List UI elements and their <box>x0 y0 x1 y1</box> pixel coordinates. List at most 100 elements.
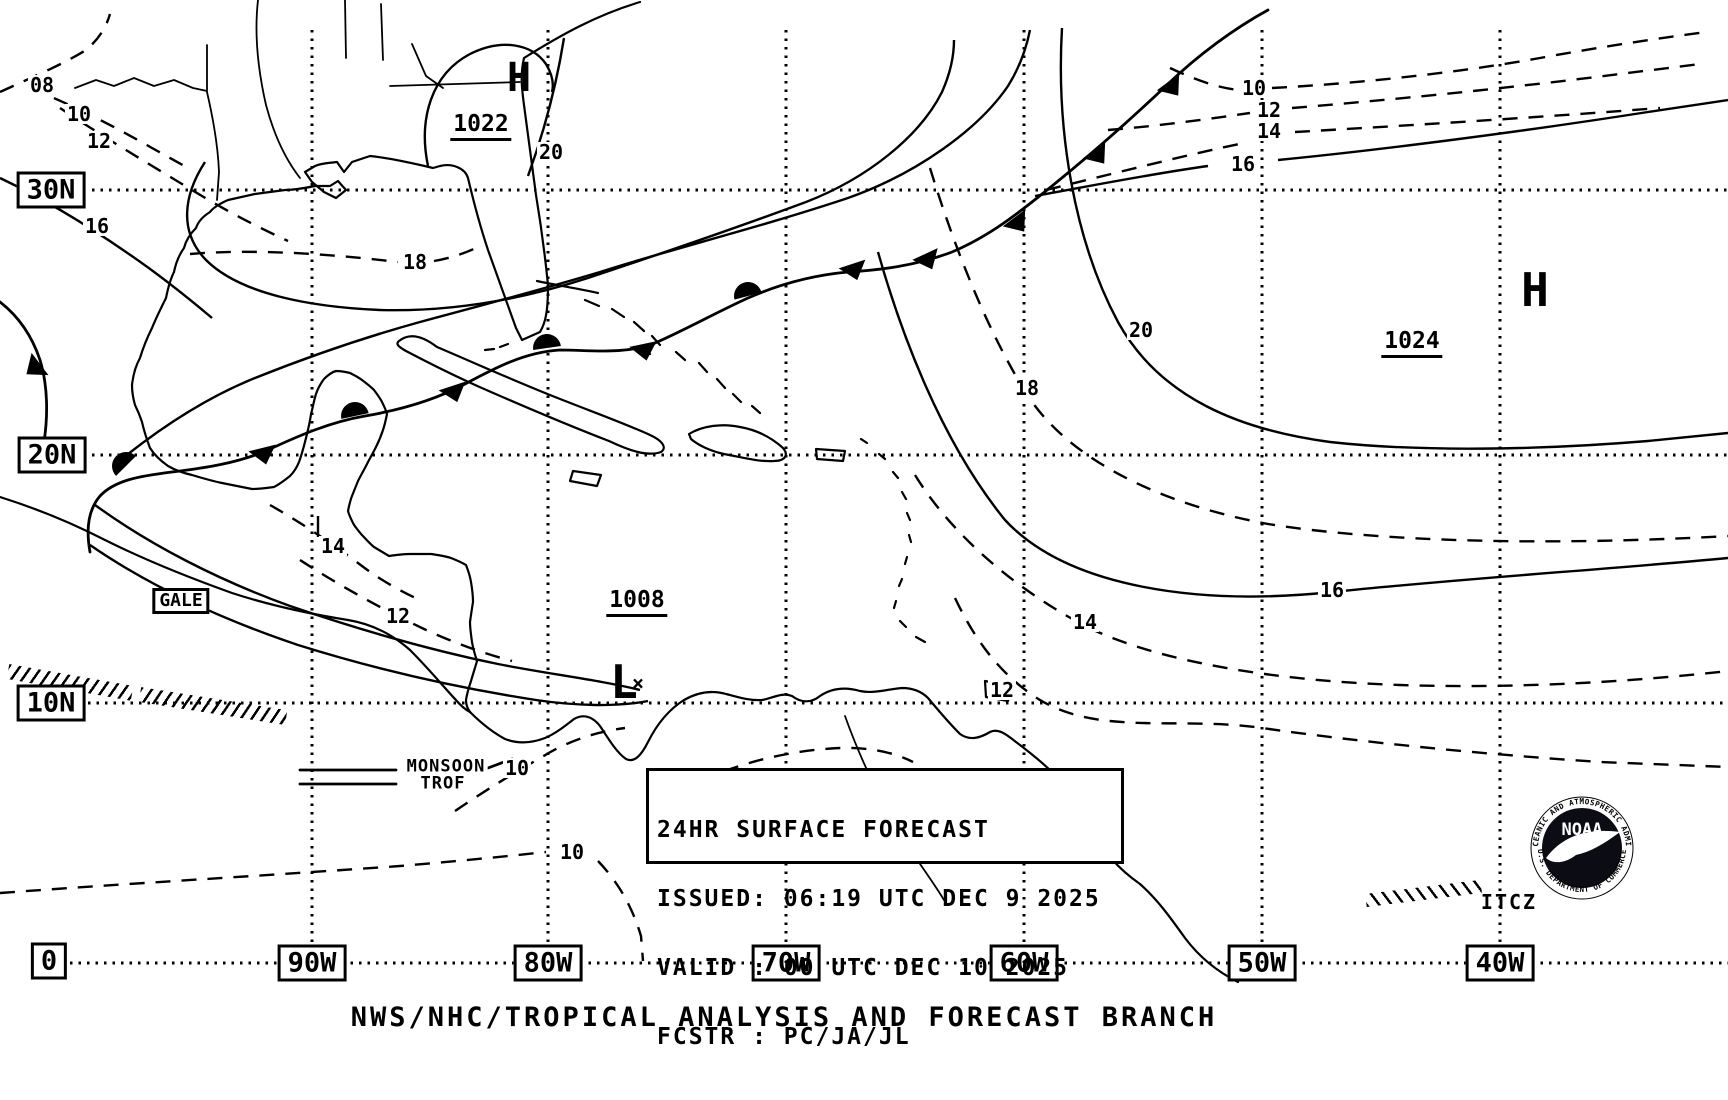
lon-label-70w: 70W <box>751 944 821 982</box>
contour-label-14-yucatan: 14 <box>318 534 348 558</box>
contour-label-12-atlantic: 12 <box>987 678 1017 702</box>
solid-contours <box>0 27 1728 707</box>
contour-label-10-south: 10 <box>557 840 587 864</box>
cold-front-symbol <box>26 352 49 376</box>
lat-label-0: 0 <box>30 942 68 980</box>
cold-front-symbol <box>629 341 657 361</box>
noaa-seagull-icon <box>1546 830 1620 863</box>
lon-label-60w: 60W <box>989 944 1059 982</box>
low-value-caribbean: 1008 <box>606 589 668 617</box>
contour-12-ne <box>1107 62 1701 132</box>
contour-label-20-florida: 20 <box>536 140 566 164</box>
high-symbol-gulf: H <box>506 55 532 101</box>
warm-front-symbol <box>734 282 762 300</box>
contour-12-atlantic <box>953 597 1728 769</box>
contour-label-18-gulf: 18 <box>400 250 430 274</box>
contour-label-12-gale: 12 <box>383 604 413 628</box>
isobar-gulf-north <box>185 39 956 312</box>
warm-front-symbol <box>341 402 369 419</box>
contour-14-yucatan <box>269 503 423 603</box>
cold-front-symbol <box>248 444 276 465</box>
contour-label-12-nw: 12 <box>84 129 114 153</box>
lon-label-40w: 40W <box>1465 944 1535 982</box>
lat-label-20n: 20N <box>17 436 87 474</box>
gale-label: GALE <box>152 588 210 614</box>
lon-label-50w: 50W <box>1227 944 1297 982</box>
forecast-issued: ISSUED: 06:19 UTC DEC 9 2025 <box>657 886 1101 912</box>
forecast-info-box: 24HR SURFACE FORECAST ISSUED: 06:19 UTC … <box>646 768 1124 1049</box>
front-west-edge <box>0 300 49 444</box>
contour-label-16-ne: 16 <box>1228 152 1258 176</box>
islands-florida-keys <box>483 342 510 352</box>
contour-08-nw <box>0 13 112 94</box>
contour-10-south <box>0 850 645 962</box>
contour-16-ne <box>1034 98 1728 198</box>
contour-16-atlantic <box>876 251 1728 598</box>
contour-label-20-atlantic: 20 <box>1126 318 1156 342</box>
cold-front-symbol <box>838 259 866 281</box>
contour-label-12-ne: 12 <box>1254 98 1284 122</box>
lon-label-90w: 90W <box>277 944 347 982</box>
contour-label-10-ne: 10 <box>1239 76 1269 100</box>
contour-20-florida <box>526 37 566 177</box>
contour-10-colombia <box>454 726 626 812</box>
warm-front-symbol <box>112 452 136 476</box>
island-cuba <box>396 335 665 455</box>
lat-label-10n: 10N <box>16 684 86 722</box>
contour-14-atlantic <box>913 474 1728 688</box>
island-hispaniola <box>687 424 787 463</box>
front-symbol-layer <box>26 73 1180 476</box>
coast-pacific-central-america <box>0 495 472 714</box>
contour-10-nw <box>29 86 189 170</box>
monsoon-trof-label-line1: MONSOON <box>404 756 488 777</box>
lat-label-30n: 30N <box>16 171 86 209</box>
map-title: NWS/NHC/TROPICAL ANALYSIS AND FORECAST B… <box>350 1002 1218 1033</box>
cold-front-symbol <box>438 381 466 403</box>
cold-front-symbol <box>1082 141 1106 164</box>
contour-label-14-ne: 14 <box>1254 119 1284 143</box>
isobar-1022-loop <box>423 43 554 167</box>
forecast-fcstr: FCSTR : PC/JA/JL <box>657 1024 911 1050</box>
contour-label-18-atlantic: 18 <box>1012 376 1042 400</box>
islands-bahamas <box>535 279 762 415</box>
cold-front-symbol <box>1156 73 1180 96</box>
contour-label-10-colombia: 10 <box>502 756 532 780</box>
island-puerto-rico <box>814 447 847 463</box>
gale-isobar-1 <box>94 504 641 692</box>
itcz-label: ITCZ <box>1480 890 1538 914</box>
contour-18-gulf <box>189 244 481 264</box>
forecast-title: 24HR SURFACE FORECAST <box>657 817 990 843</box>
contour-20-atlantic <box>1059 27 1728 450</box>
islands-lesser-antilles <box>859 437 927 644</box>
warm-front-symbol <box>533 334 561 350</box>
low-symbol-caribbean: L <box>610 655 638 709</box>
cold-stationary-front <box>86 8 1270 554</box>
contour-12-gale <box>299 558 513 663</box>
high-symbol-atlantic: H <box>1521 263 1549 317</box>
contour-14-ne <box>1045 106 1661 192</box>
high-value-atlantic: 1024 <box>1381 330 1443 358</box>
dashed-contours <box>0 13 1728 962</box>
cold-front-symbol <box>1002 209 1026 232</box>
cold-front-symbol <box>912 248 938 270</box>
contour-label-10-nw: 10 <box>64 102 94 126</box>
noaa-logo-text: NOAA <box>1562 820 1603 840</box>
contour-label-16-west: 16 <box>82 214 112 238</box>
contour-18-atlantic <box>928 167 1728 543</box>
us-state-borders <box>74 0 521 201</box>
low-position-marker: × <box>631 671 645 695</box>
contour-label-16-atlantic: 16 <box>1317 578 1347 602</box>
forecast-valid: VALID : 00 UTC DEC 10 2025 <box>657 955 1070 981</box>
contour-12-nw <box>59 107 289 243</box>
monsoon-trof-label-line2: TROF <box>418 773 468 794</box>
lon-label-80w: 80W <box>513 944 583 982</box>
noaa-logo: NATIONAL OCEANIC AND ATMOSPHERIC ADMINIS… <box>1528 794 1636 902</box>
high-value-gulf: 1022 <box>450 113 512 141</box>
contour-label-08-nw: 08 <box>27 73 57 97</box>
coast-us-gulf-florida <box>130 0 642 714</box>
contour-label-14-atlantic: 14 <box>1070 610 1100 634</box>
isobar-gulf-south <box>117 29 1032 463</box>
contour-venezuela-arc <box>699 746 914 783</box>
